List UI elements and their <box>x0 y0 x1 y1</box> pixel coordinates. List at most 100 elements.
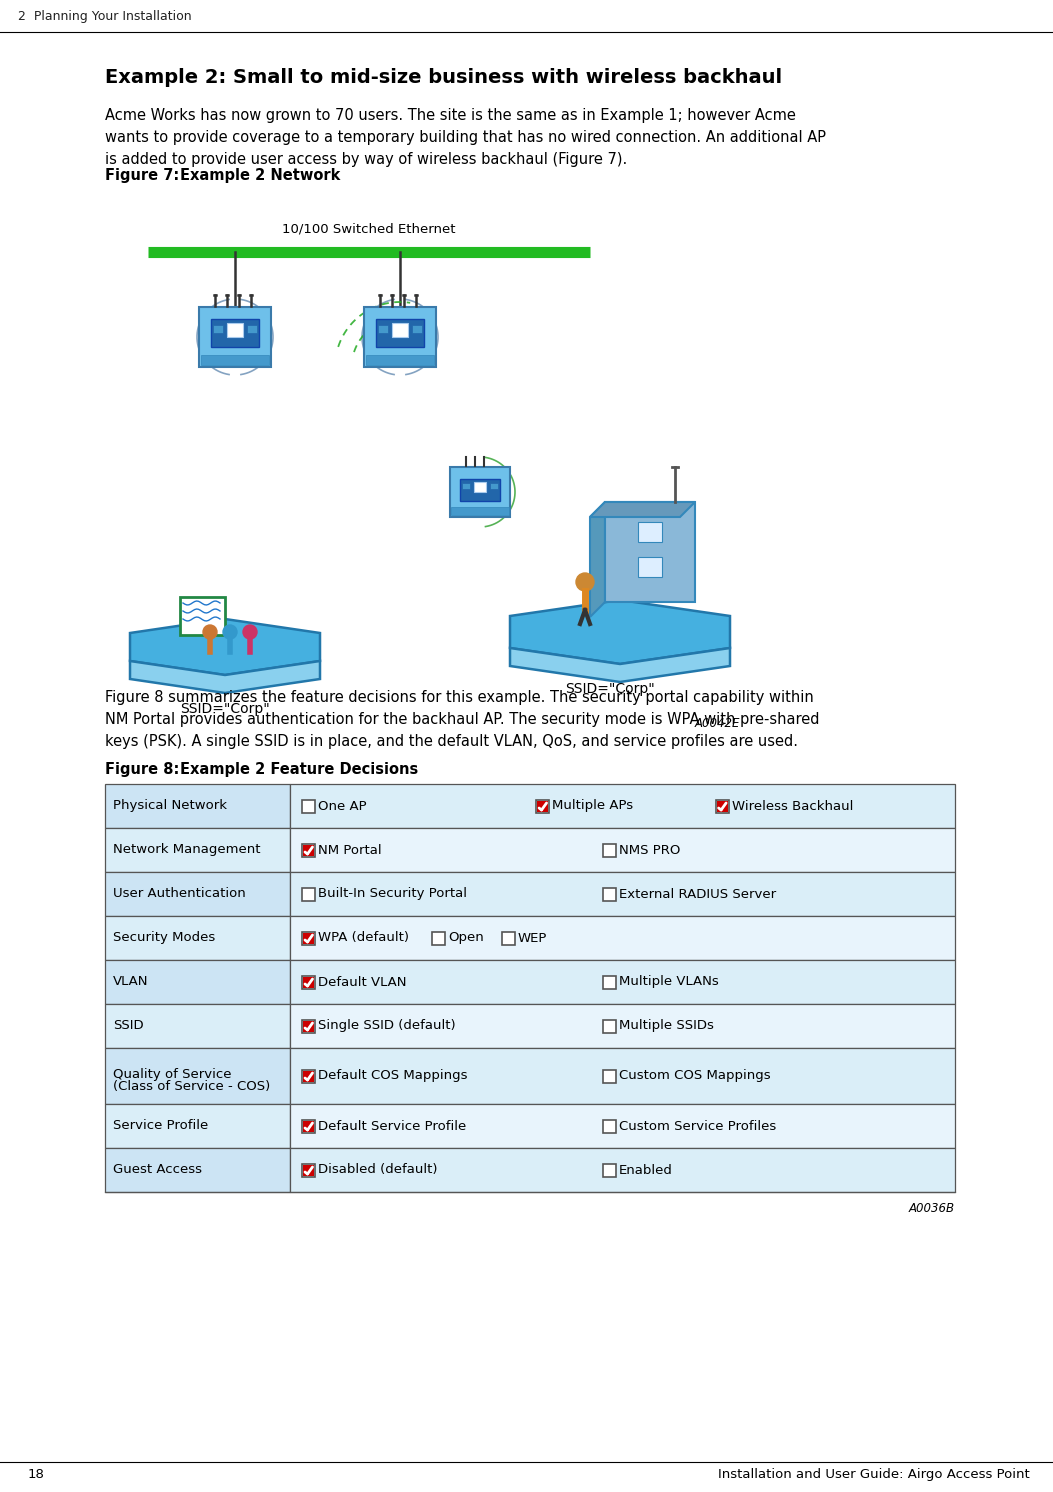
Bar <box>638 522 662 542</box>
Text: Single SSID (default): Single SSID (default) <box>318 1019 456 1032</box>
Text: Default VLAN: Default VLAN <box>318 976 406 989</box>
Bar <box>462 483 470 489</box>
Bar <box>378 325 388 333</box>
Text: Custom Service Profiles: Custom Service Profiles <box>618 1119 776 1132</box>
Text: Quality of Service: Quality of Service <box>113 1068 232 1082</box>
Bar <box>303 1021 314 1031</box>
Circle shape <box>243 625 257 639</box>
Bar <box>290 828 955 871</box>
Text: Example 2 Feature Decisions: Example 2 Feature Decisions <box>180 762 418 777</box>
Bar <box>717 801 728 812</box>
Bar <box>211 319 259 348</box>
Bar <box>303 1070 314 1082</box>
Circle shape <box>223 625 237 639</box>
Bar <box>302 888 315 901</box>
Polygon shape <box>510 648 730 682</box>
Bar <box>536 800 549 813</box>
Bar <box>290 1047 955 1104</box>
Text: User Authentication: User Authentication <box>113 888 245 900</box>
Text: External RADIUS Server: External RADIUS Server <box>618 888 776 901</box>
Bar <box>303 976 314 988</box>
Text: Wireless Backhaul: Wireless Backhaul <box>732 800 853 813</box>
Bar <box>364 307 436 367</box>
Text: Figure 8:: Figure 8: <box>105 762 179 777</box>
Text: Network Management: Network Management <box>113 843 260 856</box>
Bar <box>303 844 314 855</box>
Text: Default COS Mappings: Default COS Mappings <box>318 1070 468 1083</box>
Bar <box>302 1019 315 1032</box>
Text: NM Portal provides authentication for the backhaul AP. The security mode is WPA : NM Portal provides authentication for th… <box>105 712 819 727</box>
Bar <box>602 1164 616 1177</box>
Bar <box>302 931 315 944</box>
Text: Example 2 Network: Example 2 Network <box>180 169 340 184</box>
Text: WPA (default): WPA (default) <box>318 931 409 944</box>
Bar <box>290 783 955 828</box>
Text: SSID="Corp": SSID="Corp" <box>180 703 270 716</box>
Bar <box>502 931 515 944</box>
Text: Installation and User Guide: Airgo Access Point: Installation and User Guide: Airgo Acces… <box>718 1468 1030 1482</box>
Text: Guest Access: Guest Access <box>113 1162 202 1176</box>
Bar <box>638 557 662 577</box>
Bar <box>105 916 290 959</box>
Polygon shape <box>590 501 695 518</box>
Text: One AP: One AP <box>318 800 366 813</box>
Bar <box>303 1164 314 1176</box>
Bar <box>602 1070 616 1083</box>
Bar <box>602 843 616 856</box>
Bar <box>227 322 243 337</box>
Bar <box>460 479 500 501</box>
Text: Built-In Security Portal: Built-In Security Portal <box>318 888 466 901</box>
Bar <box>302 843 315 856</box>
Text: wants to provide coverage to a temporary building that has no wired connection. : wants to provide coverage to a temporary… <box>105 130 826 145</box>
Bar <box>303 932 314 943</box>
Bar <box>199 307 271 367</box>
Bar <box>213 325 223 333</box>
Text: Multiple SSIDs: Multiple SSIDs <box>618 1019 714 1032</box>
Bar <box>474 482 486 492</box>
Text: Example 2: Small to mid-size business with wireless backhaul: Example 2: Small to mid-size business wi… <box>105 69 782 87</box>
Bar <box>201 355 269 366</box>
Text: Figure 8 summarizes the feature decisions for this example. The security portal : Figure 8 summarizes the feature decision… <box>105 689 814 706</box>
Bar <box>450 467 510 518</box>
Text: 2  Planning Your Installation: 2 Planning Your Installation <box>18 10 192 22</box>
Polygon shape <box>130 619 320 674</box>
Text: NM Portal: NM Portal <box>318 843 381 856</box>
Text: Custom COS Mappings: Custom COS Mappings <box>618 1070 770 1083</box>
Text: Disabled (default): Disabled (default) <box>318 1164 437 1177</box>
Text: 18: 18 <box>28 1468 45 1482</box>
Polygon shape <box>590 501 605 618</box>
Bar <box>412 325 422 333</box>
Bar <box>432 931 445 944</box>
Bar <box>602 1019 616 1032</box>
Bar <box>290 871 955 916</box>
Text: Enabled: Enabled <box>618 1164 673 1177</box>
Bar <box>302 976 315 989</box>
Text: 10/100 Switched Ethernet: 10/100 Switched Ethernet <box>282 222 456 236</box>
Text: NMS PRO: NMS PRO <box>618 843 680 856</box>
Text: Physical Network: Physical Network <box>113 800 227 812</box>
Text: Default Service Profile: Default Service Profile <box>318 1119 466 1132</box>
Bar <box>105 871 290 916</box>
Bar <box>537 801 548 812</box>
Bar <box>716 800 729 813</box>
Bar <box>602 976 616 989</box>
Text: SSID: SSID <box>113 1019 143 1032</box>
Text: WEP: WEP <box>518 931 548 944</box>
Text: VLAN: VLAN <box>113 974 148 988</box>
Text: Multiple VLANs: Multiple VLANs <box>618 976 718 989</box>
Text: Multiple APs: Multiple APs <box>552 800 633 813</box>
Bar <box>302 800 315 813</box>
Polygon shape <box>510 600 730 664</box>
Bar <box>247 325 257 333</box>
Bar <box>605 501 695 601</box>
Bar <box>290 1147 955 1192</box>
Bar <box>451 507 509 515</box>
Bar <box>105 828 290 871</box>
Bar <box>302 1164 315 1177</box>
Bar <box>105 1004 290 1047</box>
Text: Open: Open <box>448 931 483 944</box>
Text: Service Profile: Service Profile <box>113 1119 208 1132</box>
Bar <box>302 1119 315 1132</box>
Bar <box>366 355 434 366</box>
Bar <box>302 1070 315 1083</box>
